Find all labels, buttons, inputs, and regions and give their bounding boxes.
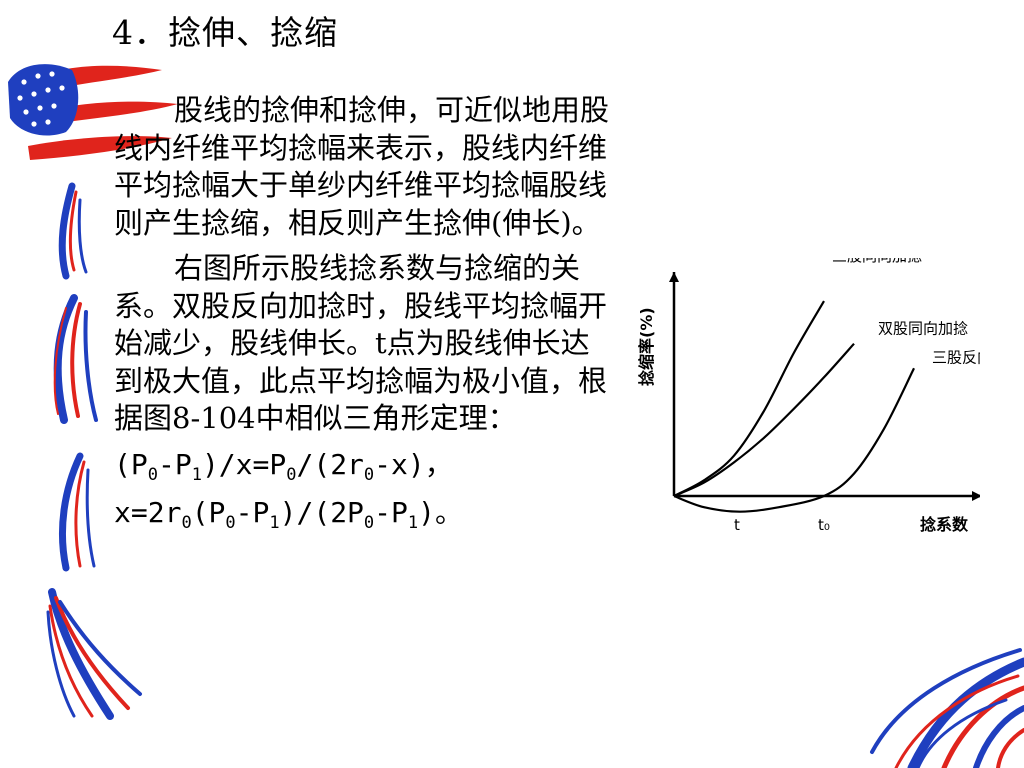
paragraph-chart-description: 右图所示股线捻系数与捻缩的关系。双股反向加捻时，股线平均捻幅开始减少，股线伸长。…	[114, 251, 608, 435]
series-label-2: 双股同向加捻	[878, 320, 968, 338]
brush-stroke-3	[58, 452, 96, 572]
x-tick-label-2: t₀	[818, 516, 830, 534]
x-axis-label: 捻系数	[920, 515, 969, 534]
x-axis-arrow	[972, 491, 980, 501]
y-axis-arrow	[669, 272, 679, 282]
series-curve-2	[673, 342, 855, 498]
formula-x-solution: x=2r0(P0-P1)/(2P0-P1)。	[114, 495, 463, 533]
paragraph-twist-contraction-intro: 股线的捻伸和捻伸，可近似地用股线内纤维平均捻幅来表示，股线内纤维平均捻幅大于单纱…	[114, 93, 610, 240]
y-axis-label: 捻缩率(%)	[637, 307, 656, 386]
series-curve-1	[673, 300, 825, 497]
chart-axes	[669, 272, 980, 501]
slide-title: 4．捻伸、捻缩	[112, 13, 338, 52]
x-tick-label-1: t	[734, 516, 740, 534]
series-curve-3	[673, 367, 915, 513]
brush-fan-bottom-right	[870, 648, 1024, 768]
slide-body: 股线的捻伸和捻伸，可近似地用股线内纤维平均捻幅来表示，股线内纤维平均捻幅大于单纱…	[114, 92, 614, 534]
formula-ratio: (P0-P1)/x=P0/(2r0-x)，	[114, 447, 453, 485]
chart-labels: 三股同向加捻双股同向加捻三股反向加捻捻系数 捻缩率(%) t t₀	[637, 258, 980, 534]
series-label-3: 三股反向加捻	[932, 348, 980, 366]
twist-contraction-chart: 三股同向加捻双股同向加捻三股反向加捻捻系数 捻缩率(%) t t₀	[637, 258, 980, 534]
brush-stroke-4	[46, 588, 142, 720]
brush-stroke-2	[53, 294, 98, 424]
brush-stroke-1	[58, 182, 88, 280]
series-label-1: 三股同向加捻	[832, 258, 922, 265]
chart-series	[673, 300, 915, 513]
